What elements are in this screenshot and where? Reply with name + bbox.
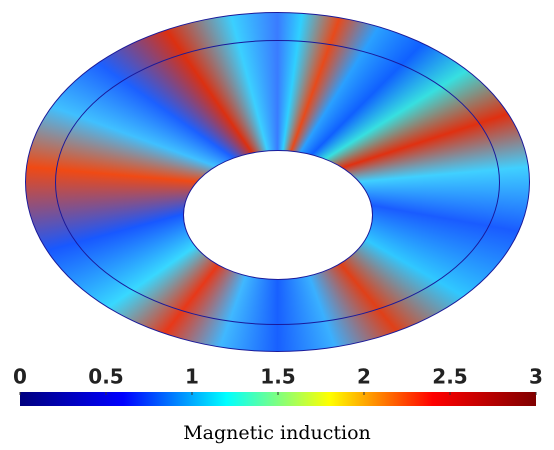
colorbar-tick-label: 2.5 xyxy=(432,365,467,389)
colorbar-tick-label: 3 xyxy=(529,365,543,389)
colorbar xyxy=(20,392,536,406)
colorbar-tick-label: 1.5 xyxy=(260,365,295,389)
colorbar-tick-label: 0.5 xyxy=(88,365,123,389)
colorbar-tick-label: 1 xyxy=(185,365,199,389)
ring-edge xyxy=(55,40,500,325)
colorbar-label: Magnetic induction xyxy=(183,422,371,444)
colorbar-tick-label: 0 xyxy=(13,365,27,389)
colorbar-tick-label: 2 xyxy=(357,365,371,389)
inner-hole xyxy=(183,150,373,280)
